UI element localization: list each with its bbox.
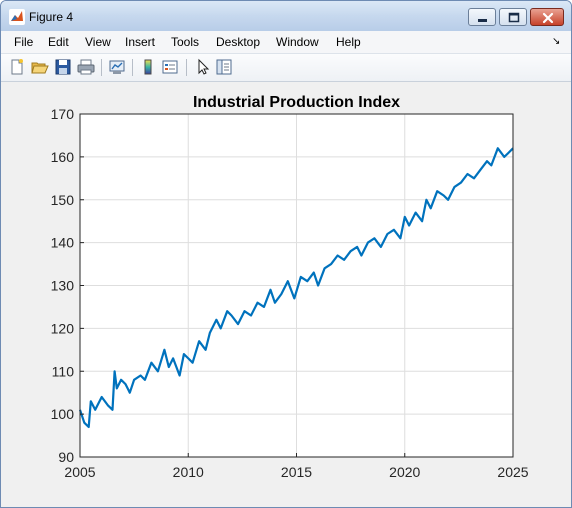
toolbar-separator [186, 59, 187, 76]
print-icon[interactable] [77, 58, 95, 76]
menu-bar: File Edit View Insert Tools Desktop Wind… [1, 31, 571, 54]
dock-arrow-icon[interactable]: ↘ [552, 36, 561, 47]
menu-desktop[interactable]: Desktop [216, 35, 261, 49]
minimize-button[interactable] [468, 8, 496, 26]
menu-file[interactable]: File [14, 35, 34, 49]
property-inspector-icon[interactable] [215, 58, 233, 76]
matlab-logo-icon [9, 9, 25, 25]
y-tick-label: 90 [58, 449, 74, 465]
close-button[interactable] [530, 8, 564, 26]
series-line-0 [78, 147, 514, 429]
insert-colorbar-icon[interactable] [139, 58, 157, 76]
new-figure-icon[interactable] [8, 58, 26, 76]
toolbar-separator [101, 59, 102, 76]
menu-tools[interactable]: Tools [171, 35, 200, 49]
link-plot-icon[interactable] [108, 58, 126, 76]
close-icon [542, 12, 554, 24]
toolbar [1, 54, 571, 82]
maximize-icon [508, 12, 520, 23]
x-tick-label: 2025 [497, 464, 528, 480]
title-bar[interactable]: Figure 4 [1, 1, 571, 31]
edit-plot-arrow-icon[interactable] [194, 58, 212, 76]
y-tick-label: 140 [51, 235, 75, 251]
figure-canvas: 2005 2010 2015 2020 2025 90 100 110 120 130 140 150… [6, 82, 566, 502]
y-tick-label: 100 [51, 406, 75, 422]
menu-help[interactable]: Help [336, 35, 361, 49]
open-file-icon[interactable] [31, 58, 49, 76]
y-tick-label: 120 [51, 320, 75, 336]
menu-view[interactable]: View [85, 35, 111, 49]
y-tick-label: 150 [51, 192, 75, 208]
y-tick-label: 160 [51, 149, 75, 165]
menu-insert[interactable]: Insert [125, 35, 156, 49]
toolbar-separator [132, 59, 133, 76]
x-tick-label: 2020 [389, 464, 420, 480]
x-tick-label: 2005 [64, 464, 95, 480]
y-tick-label: 110 [52, 363, 75, 379]
insert-legend-icon[interactable] [161, 58, 179, 76]
chart-title: Industrial Production Index [193, 94, 400, 111]
minimize-icon [478, 19, 487, 22]
menu-window[interactable]: Window [276, 35, 319, 49]
x-tick-label: 2010 [173, 464, 204, 480]
y-tick-label: 130 [51, 278, 75, 294]
line-chart[interactable]: 2005 2010 2015 2020 2025 90 100 110 120 130 140 150… [6, 82, 566, 502]
window-title: Figure 4 [29, 10, 74, 24]
maximize-button[interactable] [499, 8, 527, 26]
menu-edit[interactable]: Edit [48, 35, 69, 49]
save-icon[interactable] [54, 58, 72, 76]
x-tick-label: 2015 [281, 464, 312, 480]
y-tick-label: 170 [51, 106, 75, 122]
